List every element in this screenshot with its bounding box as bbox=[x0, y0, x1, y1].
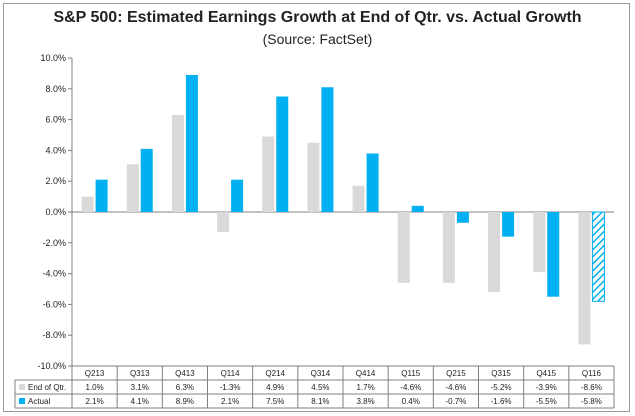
data-label: 4.9% bbox=[266, 383, 284, 392]
data-label: -3.9% bbox=[536, 383, 557, 392]
data-label: 2.1% bbox=[221, 397, 239, 406]
bar-end-of-qtr bbox=[533, 212, 546, 273]
bar-actual bbox=[547, 212, 560, 297]
data-label: -0.7% bbox=[445, 397, 466, 406]
bar-actual bbox=[502, 212, 515, 237]
bar-actual bbox=[185, 74, 198, 212]
category-label: Q313 bbox=[130, 369, 150, 378]
data-label: 6.3% bbox=[176, 383, 194, 392]
bar-end-of-qtr bbox=[578, 212, 591, 345]
bar-actual bbox=[276, 96, 289, 212]
data-label: 4.1% bbox=[131, 397, 149, 406]
bar-end-of-qtr bbox=[81, 196, 94, 212]
category-label: Q214 bbox=[265, 369, 285, 378]
data-label: 8.1% bbox=[311, 397, 329, 406]
bar-end-of-qtr bbox=[397, 212, 410, 283]
bar-end-of-qtr bbox=[307, 142, 320, 212]
data-label: -5.8% bbox=[581, 397, 602, 406]
data-label: -5.5% bbox=[536, 397, 557, 406]
category-label: Q213 bbox=[85, 369, 105, 378]
legend-swatch bbox=[19, 398, 25, 404]
category-label: Q415 bbox=[536, 369, 556, 378]
data-label: 8.9% bbox=[176, 397, 194, 406]
data-label: 1.0% bbox=[85, 383, 103, 392]
data-label: -1.3% bbox=[220, 383, 241, 392]
bar-end-of-qtr bbox=[442, 212, 455, 283]
chart-title: S&P 500: Estimated Earnings Growth at En… bbox=[53, 9, 582, 26]
y-tick-label: -4.0% bbox=[42, 269, 66, 279]
data-label: 3.1% bbox=[131, 383, 149, 392]
y-tick-label: -8.0% bbox=[42, 330, 66, 340]
bar-actual bbox=[95, 179, 108, 212]
data-label: -5.2% bbox=[491, 383, 512, 392]
bar-actual bbox=[591, 211, 605, 302]
y-tick-label: -6.0% bbox=[42, 299, 66, 309]
category-label: Q413 bbox=[175, 369, 195, 378]
bar-end-of-qtr bbox=[217, 212, 230, 233]
y-tick-label: 6.0% bbox=[45, 115, 66, 125]
data-label: -8.6% bbox=[581, 383, 602, 392]
bar-actual bbox=[411, 205, 424, 212]
y-tick-label: 4.0% bbox=[45, 145, 66, 155]
y-tick-label: 10.0% bbox=[40, 53, 66, 63]
y-tick-label: 2.0% bbox=[45, 176, 66, 186]
y-tick-label: -10.0% bbox=[37, 361, 66, 371]
category-label: Q114 bbox=[221, 369, 241, 378]
bar-end-of-qtr bbox=[262, 136, 275, 212]
bar-actual bbox=[456, 212, 469, 223]
legend-swatch bbox=[19, 384, 25, 390]
data-label: 7.5% bbox=[266, 397, 284, 406]
bar-actual bbox=[231, 179, 244, 212]
data-label: 0.4% bbox=[402, 397, 420, 406]
y-tick-label: -2.0% bbox=[42, 238, 66, 248]
bar-actual bbox=[366, 153, 379, 212]
y-tick-label: 0.0% bbox=[45, 207, 66, 217]
category-label: Q215 bbox=[446, 369, 466, 378]
category-label: Q116 bbox=[582, 369, 602, 378]
category-label: Q115 bbox=[401, 369, 421, 378]
data-label: 1.7% bbox=[356, 383, 374, 392]
data-label: -4.6% bbox=[400, 383, 421, 392]
chart-subtitle: (Source: FactSet) bbox=[262, 31, 373, 47]
data-label: 2.1% bbox=[85, 397, 103, 406]
bar-end-of-qtr bbox=[352, 185, 365, 212]
bar-end-of-qtr bbox=[126, 164, 139, 212]
legend-label: End of Qtr. bbox=[28, 383, 66, 392]
data-label: 3.8% bbox=[356, 397, 374, 406]
legend-label: Actual bbox=[28, 397, 50, 406]
data-label: -4.6% bbox=[445, 383, 466, 392]
data-label: -1.6% bbox=[491, 397, 512, 406]
y-tick-label: 8.0% bbox=[45, 84, 66, 94]
bar-end-of-qtr bbox=[171, 114, 184, 212]
category-label: Q314 bbox=[311, 369, 331, 378]
bar-actual bbox=[321, 87, 334, 212]
bar-end-of-qtr bbox=[488, 212, 501, 293]
category-label: Q414 bbox=[356, 369, 376, 378]
category-label: Q315 bbox=[491, 369, 511, 378]
bar-actual bbox=[140, 148, 153, 212]
data-label: 4.5% bbox=[311, 383, 329, 392]
